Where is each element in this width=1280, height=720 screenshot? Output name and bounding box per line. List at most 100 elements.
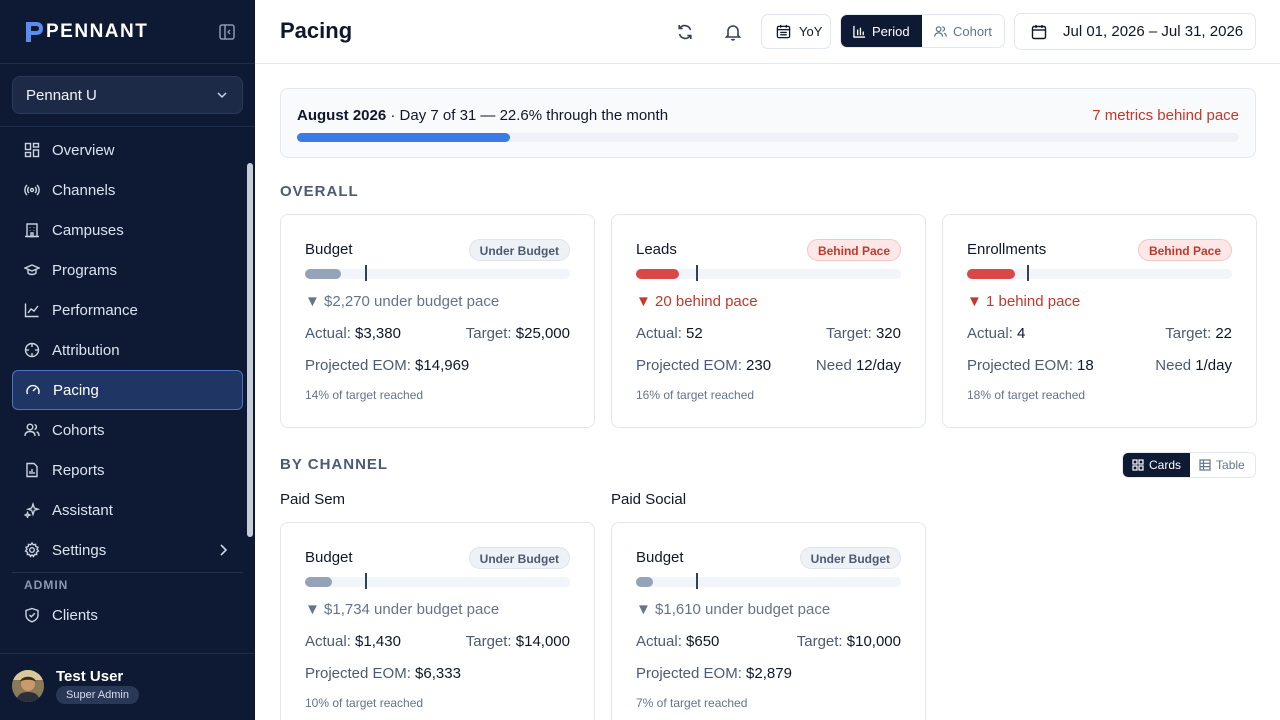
- date-range-value: Jul 01, 2026 – Jul 31, 2026: [1063, 23, 1244, 40]
- sidebar-item-campuses[interactable]: Campuses: [12, 210, 243, 250]
- page-title: Pacing: [280, 18, 353, 43]
- table-view-label: Table: [1216, 458, 1245, 472]
- projection-row: Projected EOM: $2,879: [636, 665, 901, 682]
- sidebar-item-label: Cohorts: [52, 421, 105, 439]
- table-view-option[interactable]: Table: [1190, 453, 1254, 477]
- actual-target-row: Actual: $3,380 Target: $25,000: [305, 325, 570, 342]
- crosshair-icon: [24, 342, 40, 358]
- pace-marker: [696, 573, 698, 589]
- bell-icon[interactable]: [723, 22, 743, 42]
- sidebar-item-overview[interactable]: Overview: [12, 130, 243, 170]
- metric-card[interactable]: Leads Behind Pace ▼ 20 behind pace Actual: …: [611, 214, 926, 428]
- avatar: [12, 670, 44, 702]
- target-value: Target: $25,000: [466, 325, 570, 342]
- sidebar-item-label: Attribution: [52, 341, 120, 359]
- cohort-toggle-option[interactable]: Cohort: [922, 15, 1004, 47]
- organization-select[interactable]: Pennant U: [12, 76, 243, 114]
- metric-card[interactable]: Budget Under Budget ▼ $2,270 under budget …: [280, 214, 595, 428]
- target-number: $25,000: [515, 325, 570, 342]
- metric-card[interactable]: Budget Under Budget ▼ $1,610 under budget …: [611, 522, 926, 720]
- section-label-overall: OVERALL: [280, 183, 359, 200]
- month-progress-text: August 2026 · Day 7 of 31 — 22.6% throug…: [297, 107, 668, 124]
- sidebar-item-label: Programs: [52, 261, 118, 279]
- user-profile[interactable]: Test User Super Admin: [12, 668, 243, 708]
- status-badge: Under Budget: [799, 547, 901, 569]
- actual-value: Actual: $1,430: [305, 633, 401, 650]
- chevron-down-icon: [217, 92, 227, 99]
- avatar-image: [12, 670, 44, 702]
- target-reached-text: 10% of target reached: [305, 696, 424, 710]
- cohort-label: Cohort: [952, 23, 992, 39]
- target-label: Target:: [465, 325, 512, 342]
- actual-target-row: Actual: $650 Target: $10,000: [636, 633, 901, 650]
- sidebar-item-performance[interactable]: Performance: [12, 290, 243, 330]
- target-label: Target:: [1165, 325, 1212, 342]
- status-badge: Behind Pace: [1137, 239, 1232, 261]
- graduation-cap-icon: [24, 264, 40, 276]
- sidebar-item-settings[interactable]: Settings: [12, 530, 243, 570]
- calendar-icon: [776, 24, 791, 39]
- metric-card[interactable]: Budget Under Budget ▼ $1,734 under budget …: [280, 522, 595, 720]
- yoy-button[interactable]: YoY: [761, 14, 831, 49]
- actual-label: Actual:: [305, 633, 351, 650]
- sidebar-item-programs[interactable]: Programs: [12, 250, 243, 290]
- metric-title: Budget: [305, 241, 353, 258]
- sidebar-item-label: Pacing: [53, 381, 99, 399]
- users-icon: [934, 25, 947, 37]
- status-badge: Behind Pace: [806, 239, 901, 261]
- cards-view-label: Cards: [1149, 458, 1182, 472]
- actual-label: Actual:: [967, 325, 1013, 342]
- cards-view-option[interactable]: Cards: [1123, 453, 1191, 477]
- metric-progress-fill: [305, 577, 332, 587]
- sidebar-item-reports[interactable]: Reports: [12, 450, 243, 490]
- actual-target-row: Actual: $1,430 Target: $14,000: [305, 633, 570, 650]
- date-range-picker[interactable]: Jul 01, 2026 – Jul 31, 2026: [1014, 13, 1256, 50]
- top-bar: Pacing YoY Period Cohort Jul 01, 2026 – …: [255, 0, 1280, 64]
- divider: [0, 63, 255, 64]
- target-reached-text: 14% of target reached: [305, 388, 424, 402]
- metric-progress-fill: [305, 269, 341, 279]
- sidebar-scrollbar[interactable]: [247, 163, 253, 537]
- pace-delta: ▼ $1,734 under budget pace: [305, 601, 500, 618]
- pennant-logo-icon: [26, 22, 43, 42]
- needed-rate-label: Need: [815, 357, 852, 374]
- actual-number: $650: [686, 633, 720, 650]
- projection-row: Projected EOM: 230 Need 12/day: [636, 357, 901, 374]
- actual-number: 52: [686, 325, 703, 342]
- refresh-icon[interactable]: [675, 22, 695, 42]
- view-toggle: Cards Table: [1122, 452, 1256, 478]
- metric-progress-bar: [636, 573, 901, 589]
- sidebar-item-attribution[interactable]: Attribution: [12, 330, 243, 370]
- pace-marker: [1027, 265, 1029, 281]
- sidebar-item-channels[interactable]: Channels: [12, 170, 243, 210]
- actual-target-row: Actual: 4 Target: 22: [967, 325, 1232, 342]
- target-number: 320: [875, 325, 901, 342]
- target-value: Target: 320: [826, 325, 901, 342]
- yoy-label: YoY: [799, 24, 823, 39]
- user-role-badge: Super Admin: [56, 686, 139, 704]
- table-icon: [1199, 459, 1211, 471]
- gear-icon: [24, 542, 40, 558]
- target-number: $10,000: [846, 633, 901, 650]
- collapse-sidebar-icon[interactable]: [218, 23, 236, 41]
- building-icon: [25, 223, 39, 238]
- sidebar-item-cohorts[interactable]: Cohorts: [12, 410, 243, 450]
- sidebar-item-pacing[interactable]: Pacing: [12, 370, 243, 410]
- channel-name: Paid Social: [611, 491, 687, 508]
- actual-target-row: Actual: 52 Target: 320: [636, 325, 901, 342]
- needed-rate-number: 12/day: [855, 357, 901, 374]
- period-label: Period: [872, 23, 910, 39]
- sidebar-item-clients[interactable]: Clients: [12, 595, 243, 635]
- pace-marker: [365, 265, 367, 281]
- sidebar-item-assistant[interactable]: Assistant: [12, 490, 243, 530]
- projected-eom-number: 230: [746, 357, 772, 374]
- line-chart-icon: [24, 303, 39, 318]
- sidebar-item-label: Campuses: [52, 221, 124, 239]
- sidebar-item-label: Reports: [52, 461, 105, 479]
- period-toggle-option[interactable]: Period: [841, 15, 922, 47]
- period-cohort-toggle: Period Cohort: [840, 14, 1005, 48]
- brand-logo[interactable]: PENNANT: [24, 20, 148, 44]
- divider: [0, 126, 255, 127]
- metric-card[interactable]: Enrollments Behind Pace ▼ 1 behind pace Act…: [942, 214, 1257, 428]
- behind-pace-warning[interactable]: 7 metrics behind pace: [1092, 107, 1239, 124]
